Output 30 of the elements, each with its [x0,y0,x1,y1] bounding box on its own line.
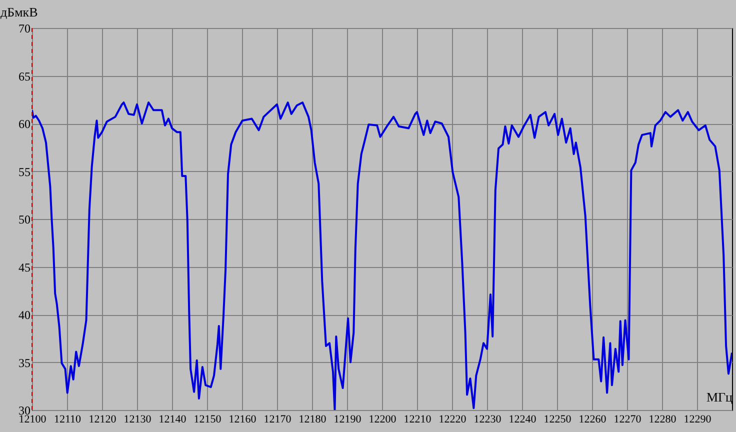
x-tick-label: 12120 [88,414,117,426]
y-tick-label: 40 [18,308,30,322]
x-tick-label: 12210 [404,414,432,426]
x-tick-label: 12140 [158,414,187,426]
x-tick-label: 12220 [438,414,467,426]
x-tick-label: 12180 [298,414,327,426]
y-tick-label: 45 [18,260,30,274]
x-tick-label: 12230 [474,414,502,426]
y-tick-label: 65 [18,69,30,84]
x-tick-label: 12290 [684,414,712,426]
y-axis-title: дБмкВ [0,4,38,20]
x-tick-label: 12260 [578,414,607,426]
x-tick-label: 12110 [54,414,82,426]
x-axis-title: МГц [706,390,733,404]
y-tick-label: 55 [18,164,30,179]
y-tick-label: 60 [18,117,30,131]
x-tick-label: 12100 [18,414,47,426]
y-tick-label: 35 [18,356,30,370]
x-tick-label: 12160 [228,414,257,426]
x-tick-label: 12270 [614,414,642,426]
x-tick-label: 12150 [194,414,222,426]
y-tick-label: 50 [18,212,30,226]
x-tick-label: 12130 [124,414,152,426]
x-tick-label: 12200 [368,414,397,426]
x-tick-label: 12240 [508,414,537,426]
y-tick-label: 70 [18,22,30,36]
x-tick-label: 12190 [334,414,362,426]
x-tick-label: 12170 [264,414,292,426]
x-tick-label: 12250 [544,414,572,426]
x-tick-label: 12280 [648,414,677,426]
